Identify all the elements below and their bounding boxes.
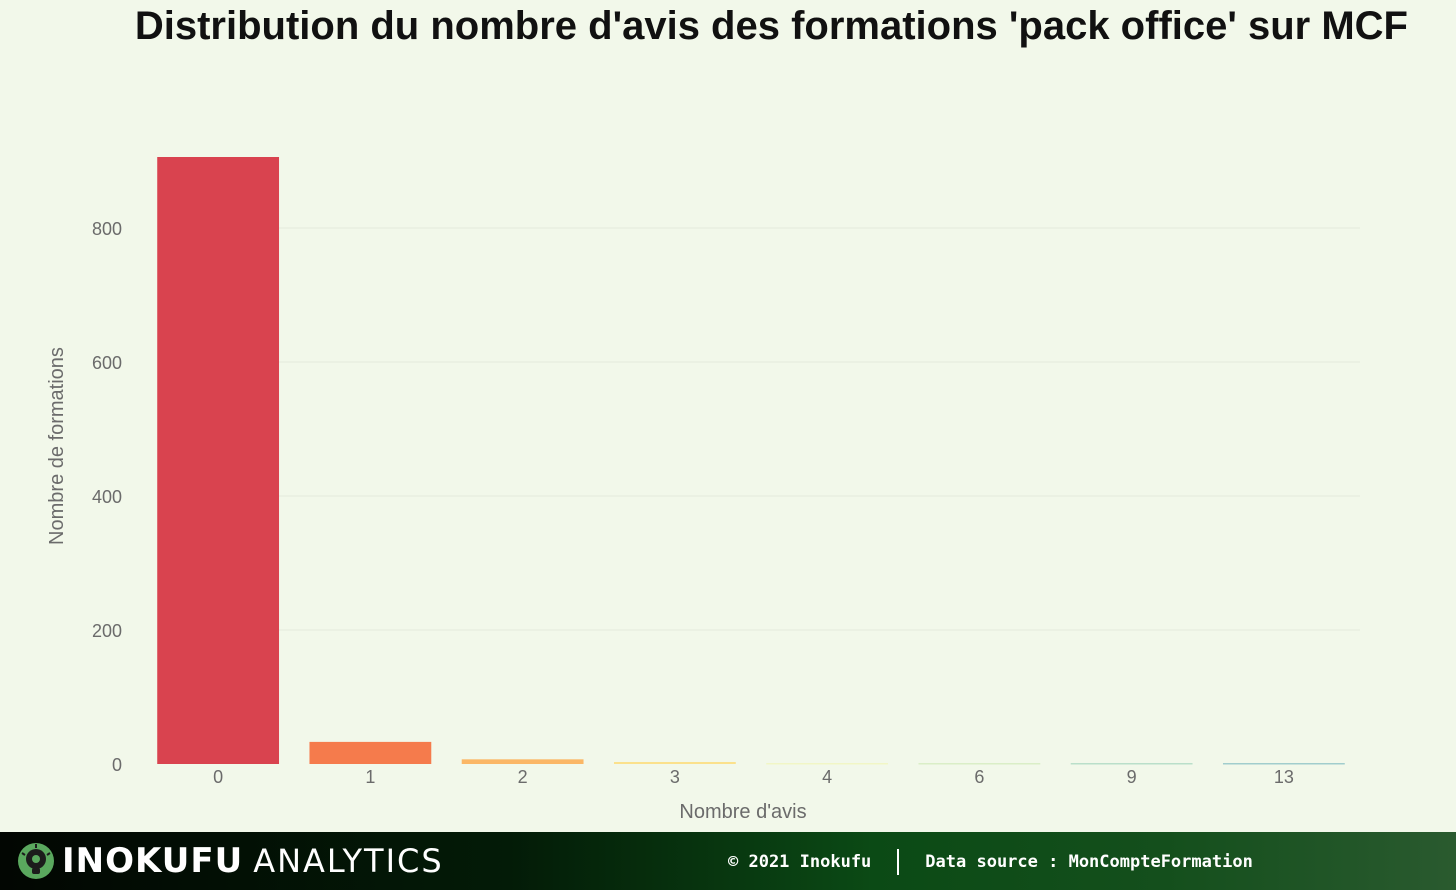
x-tick-label: 3 bbox=[670, 767, 680, 787]
lightbulb-icon bbox=[18, 843, 54, 879]
x-axis-title: Nombre d'avis bbox=[679, 801, 806, 823]
x-tick-label: 4 bbox=[822, 767, 832, 787]
x-tick-label: 9 bbox=[1127, 767, 1137, 787]
x-tick-labels: 0 1 2 3 4 6 9 13 bbox=[213, 767, 1294, 787]
data-source-text: Data source : MonCompteFormation bbox=[925, 852, 1253, 872]
y-tick-label: 200 bbox=[92, 621, 122, 641]
y-tick-label: 400 bbox=[92, 487, 122, 507]
chart-title: Distribution du nombre d'avis des format… bbox=[134, 4, 1408, 48]
brand-subtitle: ANALYTICS bbox=[253, 842, 444, 880]
footer-separator bbox=[897, 849, 900, 875]
copyright-text: © 2021 Inokufu bbox=[728, 852, 872, 872]
bar-2 bbox=[461, 759, 584, 764]
bar-chart: 0 200 400 600 800 0 1 2 3 4 6 9 13 Nombre d'avis No… bbox=[46, 157, 1360, 823]
footer-banner: INOKUFU ANALYTICS © 2021 Inokufu Data so… bbox=[0, 832, 1456, 890]
x-tick-label: 2 bbox=[518, 767, 528, 787]
x-tick-label: 13 bbox=[1274, 767, 1294, 787]
bar-4 bbox=[766, 763, 889, 765]
bar-13 bbox=[1222, 763, 1345, 765]
gridlines bbox=[266, 227, 1360, 631]
y-tick-label: 800 bbox=[92, 219, 122, 239]
bar-9 bbox=[1070, 763, 1193, 765]
footer-credits: © 2021 Inokufu Data source : MonCompteFo… bbox=[728, 849, 1253, 875]
bar-6 bbox=[918, 763, 1041, 765]
y-tick-label: 600 bbox=[92, 353, 122, 373]
brand-name: INOKUFU bbox=[62, 841, 244, 881]
y-axis-title: Nombre de formations bbox=[46, 347, 68, 545]
y-tick-labels: 0 200 400 600 800 bbox=[92, 219, 122, 775]
bar-3 bbox=[613, 761, 736, 764]
x-tick-label: 6 bbox=[974, 767, 984, 787]
x-tick-label: 1 bbox=[365, 767, 375, 787]
x-tick-label: 0 bbox=[213, 767, 223, 787]
brand-logo: INOKUFU ANALYTICS bbox=[16, 840, 444, 882]
bar-1 bbox=[309, 741, 432, 764]
bar-0 bbox=[157, 157, 280, 764]
y-tick-label: 0 bbox=[112, 755, 122, 775]
bars bbox=[157, 157, 1345, 765]
